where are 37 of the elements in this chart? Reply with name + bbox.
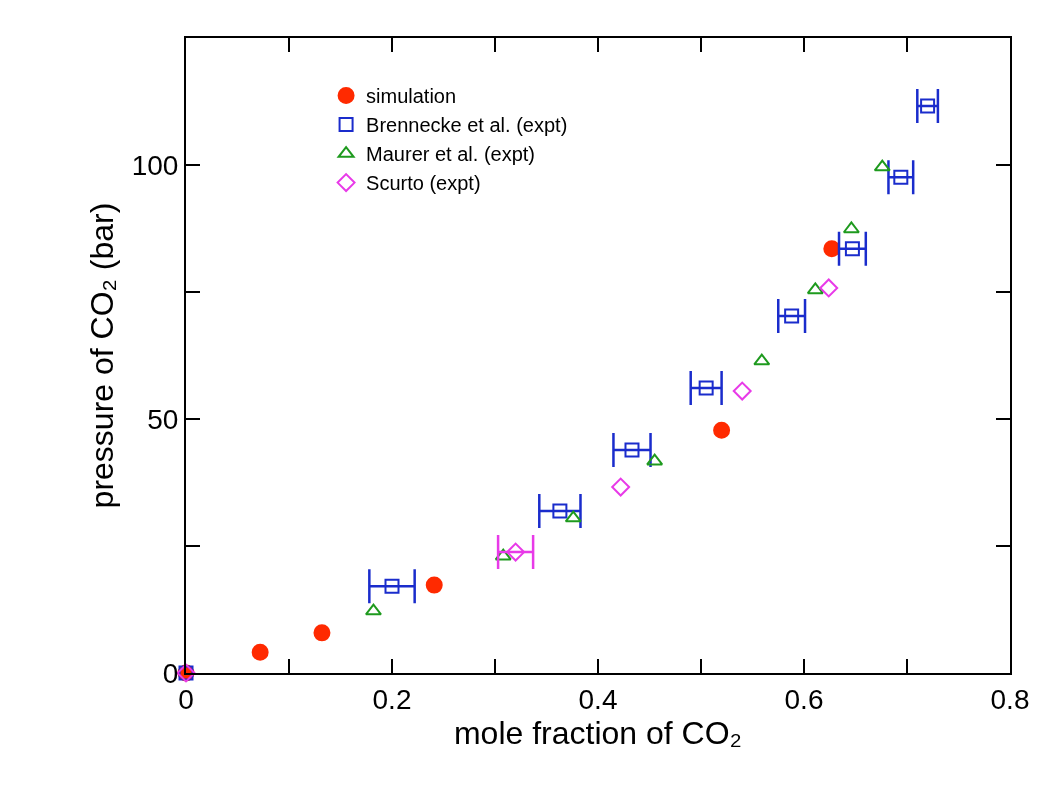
y-tick-label: 0 <box>162 657 179 689</box>
point <box>844 241 860 257</box>
y-axis-title: pressure of CO₂ (bar) <box>84 202 121 509</box>
point <box>564 510 582 523</box>
point <box>624 442 640 458</box>
x-axis-title: mole fraction of CO₂ <box>453 715 743 751</box>
point <box>364 603 382 616</box>
x-tick-label: 0.2 <box>372 683 412 715</box>
point <box>842 221 860 234</box>
point <box>494 548 512 561</box>
point <box>873 159 891 172</box>
point <box>713 421 731 439</box>
point <box>313 624 331 642</box>
x-tick-label: 0.6 <box>784 683 824 715</box>
point <box>819 278 839 298</box>
point <box>552 503 568 519</box>
point <box>698 380 714 396</box>
point <box>753 353 771 366</box>
x-tick-label: 0.4 <box>578 683 618 715</box>
point <box>646 453 664 466</box>
legend-label: simulation <box>366 85 457 108</box>
point <box>784 308 800 324</box>
point <box>920 98 936 114</box>
point <box>506 542 526 562</box>
point <box>611 477 631 497</box>
point <box>732 381 752 401</box>
legend-label: Maurer et al. (expt) <box>366 143 536 166</box>
point <box>251 643 269 661</box>
point <box>425 576 443 594</box>
legend-label: Brennecke et al. (expt) <box>366 114 568 137</box>
legend-label: Scurto (expt) <box>366 172 481 195</box>
x-tick-label: 0.8 <box>990 683 1030 715</box>
y-tick-label: 100 <box>131 149 179 181</box>
y-tick-label: 50 <box>147 403 179 435</box>
point <box>384 578 400 594</box>
point <box>893 169 909 185</box>
point <box>806 282 824 295</box>
